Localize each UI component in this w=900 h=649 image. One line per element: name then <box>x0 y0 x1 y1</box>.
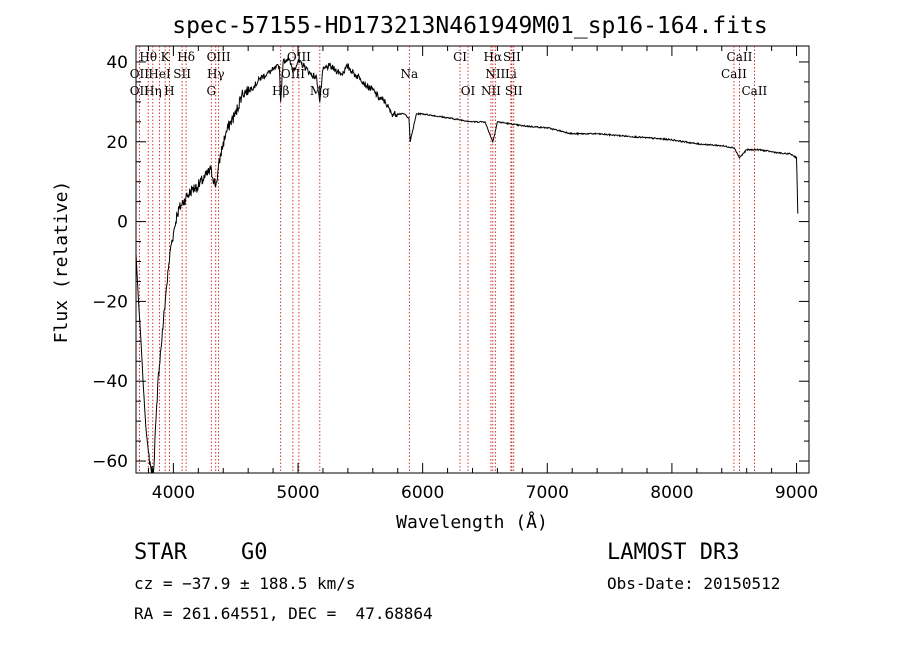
emission-line-label: Mg <box>310 84 330 98</box>
y-tick-label: 20 <box>106 133 128 153</box>
emission-line-label: Hα <box>484 50 503 64</box>
object-subclass: G0 <box>241 540 268 565</box>
emission-line-label: G <box>206 84 216 98</box>
x-tick-label: 4000 <box>152 483 195 503</box>
y-tick-label: −20 <box>92 292 128 312</box>
emission-line-label: SII <box>173 67 191 81</box>
y-tick-label: 40 <box>106 53 128 73</box>
emission-line-label: NII <box>485 67 505 81</box>
x-tick-label: 9000 <box>775 483 818 503</box>
y-tick-label: −40 <box>92 372 128 392</box>
emission-line-label: Hδ <box>177 50 195 64</box>
emission-line-label: OII <box>130 84 150 98</box>
emission-line-label: Hβ <box>272 84 289 98</box>
emission-line-label: NII <box>481 84 501 98</box>
emission-line-label: H <box>164 84 174 98</box>
sky-coordinates: RA = 261.64551, DEC = 47.68864 <box>134 604 433 623</box>
emission-line-label: CI <box>453 50 467 64</box>
emission-line-label: Li <box>505 67 517 81</box>
emission-line-label: Hη <box>144 84 162 98</box>
emission-line-label: SII <box>503 50 521 64</box>
object-class: STAR <box>134 540 187 565</box>
y-axis-ticks: −60 −40 −20 0 20 40 <box>92 53 809 472</box>
emission-line-label: CaII <box>721 67 747 81</box>
emission-line-label: Na <box>400 67 418 81</box>
emission-line-label: OI <box>461 84 476 98</box>
y-tick-label: 0 <box>117 213 128 233</box>
observation-date: Obs-Date: 20150512 <box>607 574 781 593</box>
emission-line-label: OII <box>130 67 150 81</box>
emission-line-markers <box>138 46 755 473</box>
emission-line-label: OIII <box>281 67 305 81</box>
x-tick-label: 5000 <box>276 483 319 503</box>
y-axis-label: Flux (relative) <box>51 181 72 344</box>
chart-title: spec-57155-HD173213N461949M01_sp16-164.f… <box>172 13 767 39</box>
x-tick-label: 7000 <box>526 483 569 503</box>
y-tick-label: −60 <box>92 452 128 472</box>
emission-line-label: CaII <box>727 50 753 64</box>
emission-line-label: CaII <box>741 84 767 98</box>
x-axis-label: Wavelength (Å) <box>396 511 548 533</box>
emission-line-label: Hγ <box>207 67 225 81</box>
survey-name: LAMOST DR3 <box>607 540 740 565</box>
spectrum-line <box>135 56 799 474</box>
emission-line-label: HeI <box>148 67 171 81</box>
emission-line-label: OIII <box>287 50 311 64</box>
emission-line-label: Hθ <box>139 50 157 64</box>
emission-line-label: OIII <box>207 50 231 64</box>
redshift-velocity: cz = −37.9 ± 188.5 km/s <box>134 574 356 593</box>
x-tick-label: 8000 <box>650 483 693 503</box>
emission-line-label: K <box>161 50 171 64</box>
x-axis-ticks: 4000 5000 6000 7000 8000 9000 <box>147 46 818 503</box>
x-tick-label: 6000 <box>401 483 444 503</box>
emission-line-label: SII <box>505 84 523 98</box>
